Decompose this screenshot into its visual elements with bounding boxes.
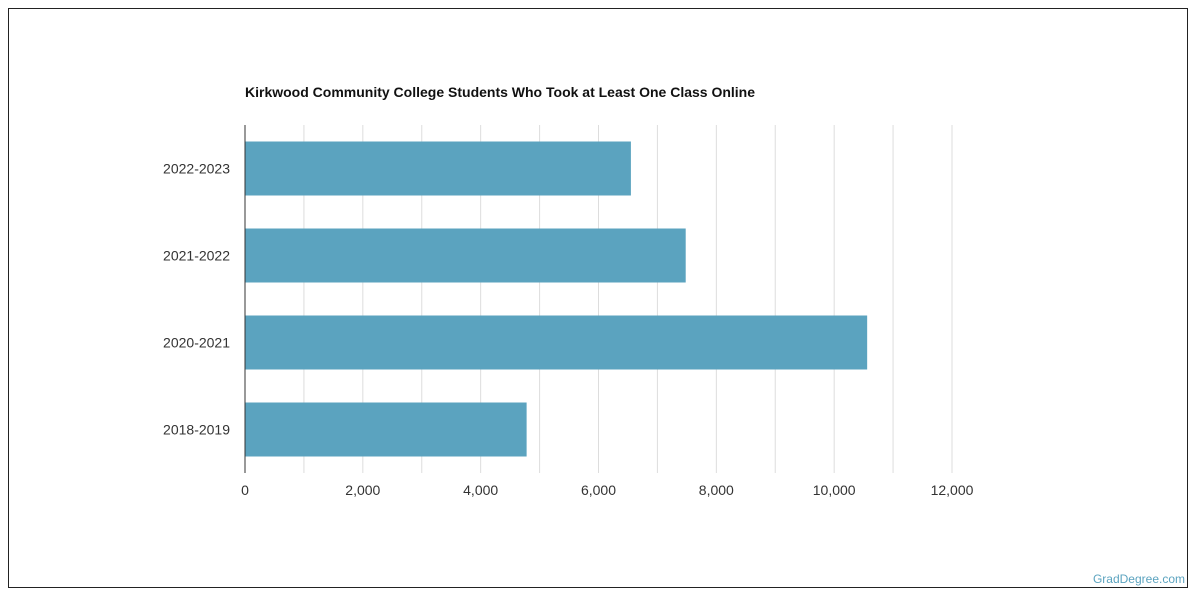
bar-2022-2023 <box>245 141 631 196</box>
y-tick-label: 2021-2022 <box>163 248 230 264</box>
bar-2020-2021 <box>245 315 868 370</box>
y-tick-label: 2022-2023 <box>163 161 230 177</box>
x-tick-label: 8,000 <box>699 482 734 498</box>
tick-labels: 2022-2023 2021-2022 2020-2021 2018-2019 0 2,0… <box>163 161 974 499</box>
x-tick-label: 6,000 <box>581 482 616 498</box>
watermark-link[interactable]: GradDegree.com <box>1092 572 1185 586</box>
bar-2021-2022 <box>245 228 686 283</box>
bar-2018-2019 <box>245 402 527 457</box>
x-tick-label: 10,000 <box>813 482 856 498</box>
bars <box>245 141 868 457</box>
x-tick-label: 12,000 <box>931 482 974 498</box>
x-tick-label: 4,000 <box>463 482 498 498</box>
chart-title: Kirkwood Community College Students Who … <box>245 84 756 100</box>
x-tick-label: 0 <box>241 482 249 498</box>
y-tick-label: 2018-2019 <box>163 422 230 438</box>
x-tick-label: 2,000 <box>345 482 380 498</box>
y-tick-label: 2020-2021 <box>163 335 230 351</box>
